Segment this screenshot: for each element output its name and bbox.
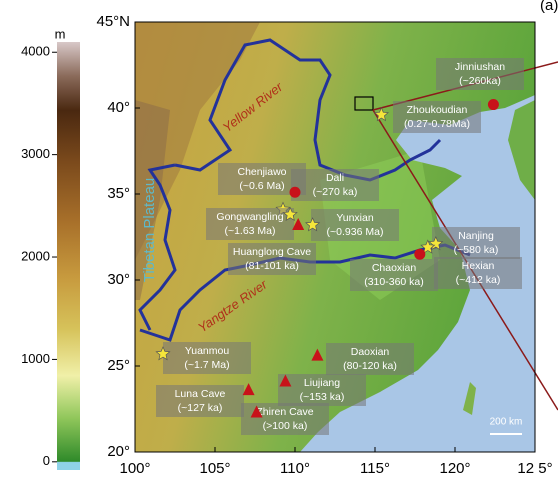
label-box bbox=[326, 343, 414, 375]
site-triangle bbox=[292, 217, 305, 230]
colorbar bbox=[57, 42, 80, 470]
site-age: (~0.936 Ma) bbox=[327, 226, 384, 238]
label-box bbox=[291, 169, 379, 201]
site-age: (~580 ka) bbox=[454, 244, 499, 256]
site-age: (80-120 ka) bbox=[343, 360, 397, 372]
site-dot bbox=[289, 186, 301, 198]
site-name: Yuanmou bbox=[185, 345, 230, 357]
label-box bbox=[156, 385, 244, 417]
label-box bbox=[206, 208, 294, 240]
x-tick-label: 100° bbox=[119, 460, 150, 477]
x-tick-label: 115° bbox=[360, 460, 390, 477]
panel-label: (a) bbox=[540, 0, 558, 14]
site-star bbox=[155, 346, 171, 361]
site-triangle bbox=[242, 383, 255, 396]
site-age: (~412 ka) bbox=[456, 274, 501, 286]
site-age: (>100 ka) bbox=[263, 420, 308, 432]
site-name: Daoxian bbox=[351, 346, 390, 358]
label-box bbox=[432, 227, 520, 259]
site-name: Dali bbox=[326, 172, 344, 184]
y-tick-label: 40° bbox=[107, 99, 130, 116]
site-triangle bbox=[279, 374, 292, 387]
site-star bbox=[305, 217, 321, 232]
x-tick-label: 12 5° bbox=[517, 460, 552, 477]
site-age: (~260ka) bbox=[459, 75, 501, 87]
site-age: (~127 ka) bbox=[178, 402, 223, 414]
plateau-relief bbox=[135, 100, 170, 300]
site-age: (~153 ka) bbox=[300, 391, 345, 403]
colorbar-unit: m bbox=[55, 26, 66, 41]
site-age: (310-360 ka) bbox=[364, 276, 424, 288]
site-name: Zhiren Cave bbox=[256, 406, 313, 418]
site-dot bbox=[414, 248, 426, 260]
site-name: Zhoukoudian bbox=[407, 104, 468, 116]
site-age: (~1.63 Ma) bbox=[224, 225, 275, 237]
scale-bar-label: 200 km bbox=[490, 417, 523, 428]
site-name: Gongwangling bbox=[216, 211, 283, 223]
site-dot bbox=[487, 99, 499, 111]
site-name: Hexian bbox=[462, 260, 495, 272]
y-tick-label: 30° bbox=[107, 271, 130, 288]
map-frame bbox=[134, 21, 536, 453]
yellow-river bbox=[174, 38, 442, 182]
y-tick-label: 25° bbox=[107, 357, 130, 374]
label-box bbox=[278, 374, 366, 406]
y-tick-label: 45°N bbox=[96, 13, 130, 30]
y-tick-label: 20° bbox=[107, 443, 130, 460]
zoom-box bbox=[354, 96, 374, 111]
plateau-label: Tibetan Plateau bbox=[141, 178, 158, 283]
map: Yellow River Yangtze River Tibetan Plate… bbox=[135, 22, 558, 452]
label-box bbox=[393, 101, 481, 133]
colorbar-tick-label: 0 bbox=[43, 453, 50, 468]
x-tick-label: 120° bbox=[439, 460, 470, 477]
site-star bbox=[428, 236, 444, 251]
site-age: (~1.7 Ma) bbox=[184, 359, 229, 371]
site-name: Liujiang bbox=[304, 377, 340, 389]
label-box bbox=[350, 259, 438, 291]
y-tick-label: 35° bbox=[107, 185, 130, 202]
site-triangle bbox=[311, 348, 324, 361]
site-name: Chenjiawo bbox=[237, 166, 286, 178]
site-star bbox=[373, 107, 389, 122]
label-box bbox=[311, 209, 399, 241]
label-box bbox=[434, 257, 522, 289]
site-star bbox=[282, 206, 298, 222]
label-box bbox=[228, 243, 316, 275]
plateau-relief bbox=[135, 22, 260, 260]
site-name: Chaoxian bbox=[372, 262, 417, 274]
site-triangle bbox=[250, 405, 263, 418]
colorbar-tick-label: 1000 bbox=[21, 351, 50, 366]
upper-river bbox=[138, 163, 177, 331]
site-age: (0.27-0.78Ma) bbox=[404, 118, 470, 130]
colorbar-tick-label: 3000 bbox=[21, 146, 50, 161]
site-age: (81-101 ka) bbox=[245, 260, 299, 272]
site-name: Huanglong Cave bbox=[233, 246, 311, 258]
site-name: Nanjing bbox=[458, 230, 494, 242]
x-tick-label: 105° bbox=[199, 460, 230, 477]
colorbar-tick-label: 4000 bbox=[21, 44, 50, 59]
label-box bbox=[436, 58, 524, 90]
x-tick-label: 110° bbox=[280, 460, 310, 477]
site-age: (~270 ka) bbox=[313, 186, 358, 198]
site-age: (~0.6 Ma) bbox=[239, 180, 284, 192]
site-name: Luna Cave bbox=[175, 388, 226, 400]
site-name: Yunxian bbox=[336, 212, 374, 224]
colorbar-tick-label: 2000 bbox=[21, 248, 50, 263]
site-name: Jinniushan bbox=[455, 61, 505, 73]
korea bbox=[508, 100, 535, 200]
label-box bbox=[163, 342, 251, 374]
taiwan bbox=[463, 382, 476, 415]
site-star bbox=[420, 239, 436, 254]
